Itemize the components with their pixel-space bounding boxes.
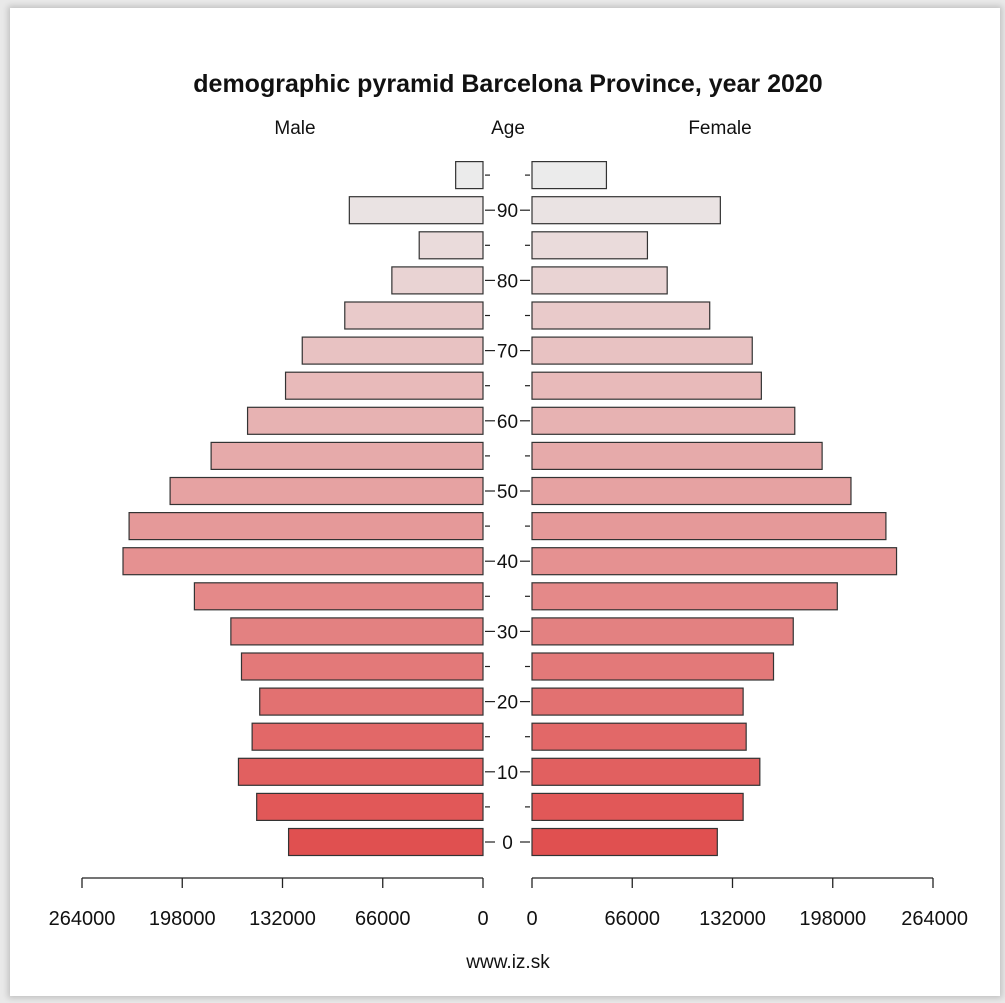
female-bar: [531, 231, 649, 260]
male-x-tick-label: 132000: [249, 908, 316, 930]
female-bar: [531, 827, 718, 857]
age-tick-label: 70: [497, 342, 518, 363]
female-label: Female: [688, 118, 751, 139]
female-x-tick-label: 0: [526, 908, 537, 930]
age-tick-label: 90: [497, 201, 518, 222]
age-tick-label: 50: [497, 482, 518, 503]
female-bar: [531, 512, 887, 541]
male-bar: [240, 652, 484, 681]
female-bar: [531, 582, 838, 611]
male-x-tick-label: 198000: [149, 908, 216, 930]
male-bar: [418, 231, 484, 260]
male-bar: [237, 757, 484, 786]
male-bar: [287, 827, 484, 857]
male-bar: [230, 617, 484, 646]
bars-group: [122, 161, 898, 857]
female-x-tick-label: 264000: [901, 908, 968, 930]
female-bar: [531, 476, 852, 506]
axes-group: 0 10 20 30 40 50 60 70 80 90 264000 0 198000 66000 132…: [49, 174, 968, 930]
male-bar: [210, 441, 484, 470]
male-bar: [169, 476, 484, 506]
male-bar: [246, 406, 484, 435]
male-bar: [193, 582, 484, 611]
age-tick-label: 30: [497, 622, 518, 643]
female-bar: [531, 336, 753, 365]
male-bar: [256, 792, 484, 822]
chart-title: demographic pyramid Barcelona Province, …: [193, 70, 822, 98]
male-bar: [128, 512, 484, 541]
age-tick-label: 0: [502, 833, 513, 854]
female-bar: [531, 652, 775, 681]
female-x-tick-label: 132000: [699, 908, 766, 930]
female-bar: [531, 161, 608, 190]
female-bar: [531, 722, 747, 751]
age-tick-label: 10: [497, 763, 518, 784]
age-tick-label: 40: [497, 552, 518, 573]
female-bar: [531, 687, 744, 716]
male-bar: [391, 266, 484, 295]
male-x-tick-label: 264000: [49, 908, 116, 930]
female-bar: [531, 301, 711, 330]
female-bar: [531, 757, 761, 786]
female-bar: [531, 617, 794, 646]
male-bar: [259, 687, 484, 716]
female-bar: [531, 441, 823, 470]
male-bar: [455, 161, 484, 190]
female-bar: [531, 196, 721, 225]
male-bar: [251, 722, 484, 751]
age-label: Age: [491, 118, 525, 139]
male-x-tick-label: 0: [477, 908, 488, 930]
male-x-tick-label: 66000: [355, 908, 411, 930]
age-tick-label: 80: [497, 271, 518, 292]
credit-text: www.iz.sk: [465, 952, 550, 973]
age-tick-label: 60: [497, 412, 518, 433]
male-bar: [122, 547, 484, 576]
male-bar: [284, 371, 484, 400]
male-bar: [348, 196, 484, 225]
female-bar: [531, 547, 898, 576]
female-bar: [531, 371, 762, 400]
female-x-tick-label: 198000: [799, 908, 866, 930]
male-bar: [301, 336, 484, 365]
male-label: Male: [274, 118, 315, 139]
chart-frame: demographic pyramid Barcelona Province, …: [10, 8, 1000, 996]
female-bar: [531, 792, 744, 822]
male-bar: [344, 301, 484, 330]
female-x-tick-label: 66000: [604, 908, 660, 930]
age-tick-label: 20: [497, 693, 518, 714]
female-bar: [531, 266, 668, 295]
female-bar: [531, 406, 796, 435]
population-pyramid-chart: demographic pyramid Barcelona Province, …: [49, 70, 968, 973]
